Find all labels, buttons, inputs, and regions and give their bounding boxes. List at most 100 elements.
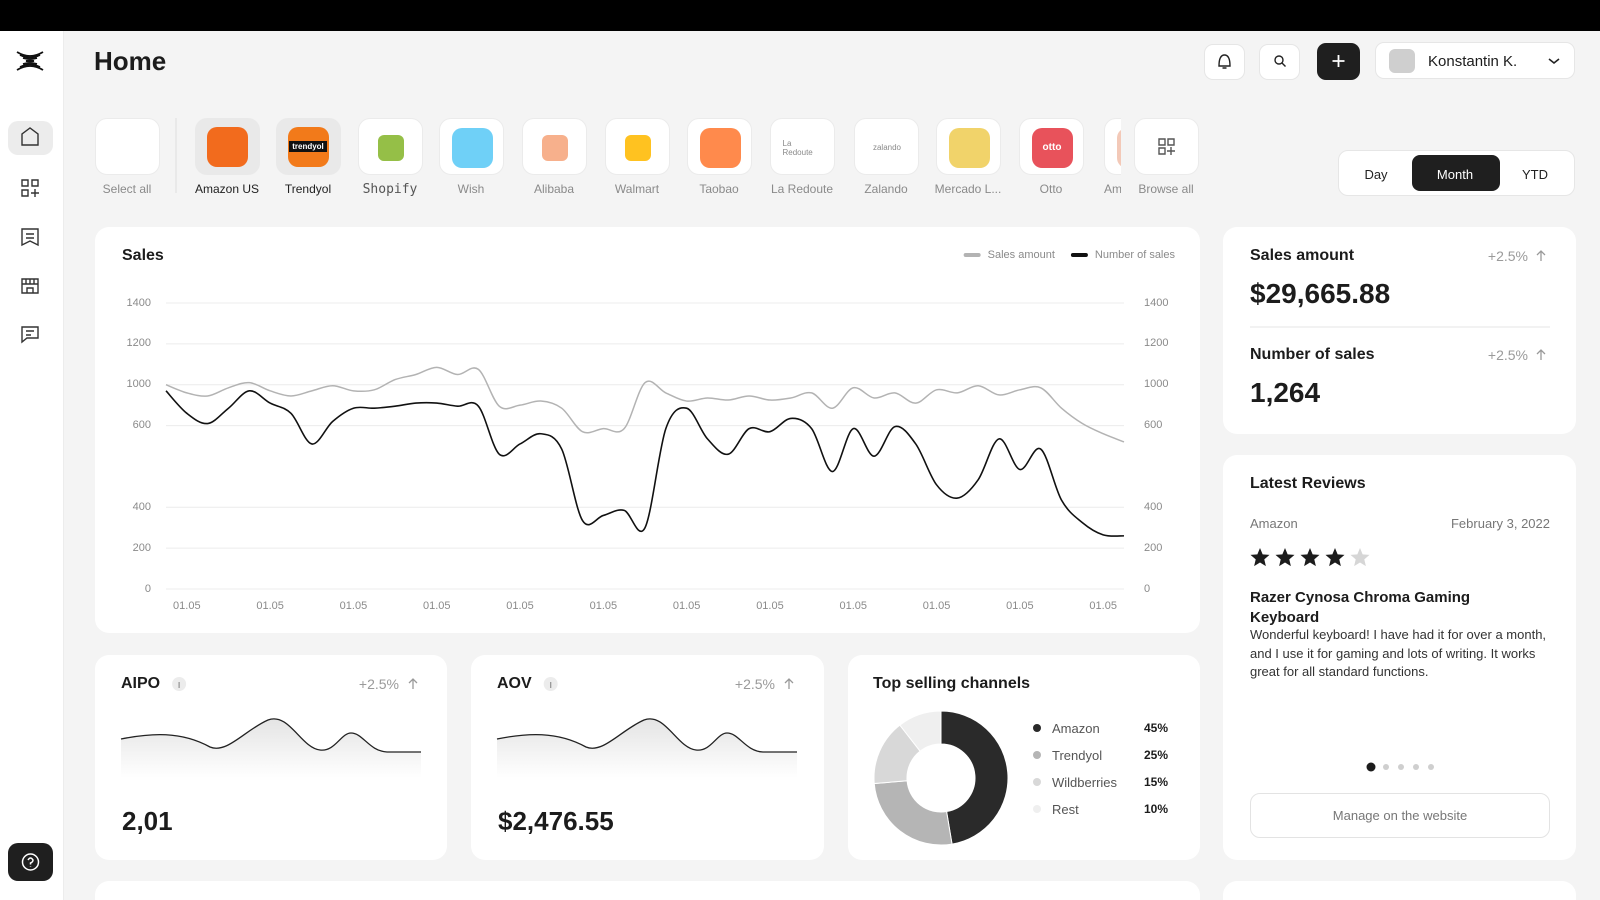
market-tile[interactable] — [935, 118, 1001, 175]
period-option: YTD — [1522, 166, 1548, 182]
market-logo — [371, 128, 412, 168]
sales-card — [95, 227, 1200, 633]
browse-label: Browse all — [1138, 182, 1194, 196]
x-tick-label: 01.05 — [1089, 599, 1117, 612]
y-tick-label: 1400 — [126, 296, 151, 309]
x-tick-label: 01.05 — [1006, 599, 1034, 612]
market-tile[interactable]: otto — [1018, 118, 1084, 175]
manage-button[interactable]: Manage on the website — [1250, 793, 1550, 838]
y-tick-label: 400 — [132, 500, 151, 513]
add-button[interactable] — [1317, 43, 1360, 80]
market-tile[interactable]: trendyol — [275, 118, 341, 175]
browse-tile[interactable] — [1133, 118, 1199, 175]
market-logo: trendyol — [287, 126, 329, 167]
market-tile[interactable]: zalando — [853, 118, 919, 175]
chart-title: Sales — [122, 247, 164, 264]
x-tick-label: 01.05 — [839, 599, 868, 612]
kpi-label: Number of sales — [1250, 346, 1375, 363]
y2-tick-label: 1400 — [1144, 296, 1169, 309]
nav-home-active[interactable] — [8, 121, 53, 155]
channels-title: Top selling channels — [873, 675, 1031, 692]
logo-shape — [625, 134, 651, 161]
kpi-change: +2.5% — [1487, 347, 1528, 363]
market-logo: otto — [1031, 127, 1073, 168]
logo-shape — [378, 134, 404, 161]
metric-change: +2.5% — [358, 676, 399, 692]
market-logo — [699, 127, 741, 168]
y2-tick-label: 1200 — [1144, 337, 1169, 350]
avatar — [1389, 49, 1415, 73]
y-tick-label: 600 — [132, 419, 151, 432]
market-label: Taobao — [699, 182, 739, 196]
legend-label: Number of sales — [1094, 248, 1175, 261]
x-tick-label: 01.05 — [506, 599, 534, 612]
channel-share: 45% — [1143, 721, 1168, 735]
y2-tick-label: 400 — [1144, 500, 1163, 513]
market-tile[interactable]: La Redoute — [769, 118, 835, 175]
channel-share: 25% — [1143, 748, 1168, 762]
period-active[interactable] — [1412, 155, 1500, 191]
channel-name: Wildberries — [1052, 774, 1118, 790]
logo-shape — [542, 134, 568, 161]
help-button[interactable] — [8, 843, 53, 881]
market-logo — [451, 127, 493, 168]
x-tick-label: 01.05 — [256, 599, 284, 612]
market-label: Zalando — [864, 182, 908, 196]
market-tile[interactable] — [686, 118, 752, 175]
kpi-label: Sales amount — [1250, 247, 1355, 264]
x-tick-label: 01.05 — [756, 599, 784, 612]
y2-tick-label: 200 — [1144, 541, 1163, 554]
market-tile[interactable] — [438, 118, 504, 175]
market-logo — [535, 128, 576, 168]
y-tick-label: 0 — [144, 582, 151, 595]
channel-share: 15% — [1143, 775, 1168, 789]
channel-name: Amazon — [1052, 720, 1100, 736]
logo-text: La Redoute — [782, 138, 813, 157]
top-bar — [0, 0, 1600, 31]
channel-share: 10% — [1143, 802, 1168, 816]
market-tile[interactable] — [94, 118, 160, 175]
market-label: La Redoute — [770, 182, 834, 196]
kpi-change: +2.5% — [1487, 248, 1528, 264]
review-date: February 3, 2022 — [1450, 515, 1550, 531]
y2-tick-label: 1000 — [1144, 378, 1169, 391]
bottom-card — [95, 881, 1200, 900]
search-button[interactable] — [1259, 44, 1300, 80]
metric-title: AIPO — [121, 675, 161, 692]
reviews-card — [1223, 455, 1576, 860]
market-tile[interactable] — [357, 118, 423, 175]
logo-text: trendyol — [289, 141, 327, 152]
market-label: Otto — [1039, 182, 1063, 196]
market-logo — [206, 126, 248, 167]
metric-value: $2,476.55 — [498, 806, 614, 836]
market-tile[interactable] — [194, 118, 260, 175]
logo-text: zalando — [872, 143, 902, 152]
market-logo — [948, 127, 990, 168]
metric-change: +2.5% — [734, 676, 775, 692]
metric-title: AOV — [497, 675, 532, 692]
period-option: Day — [1364, 166, 1388, 182]
market-logo — [108, 128, 149, 168]
market-logo: La Redoute — [783, 128, 824, 168]
market-label: Select all — [102, 182, 152, 196]
market-label: Am — [1104, 182, 1121, 196]
kpi-value: $29,665.88 — [1250, 278, 1391, 309]
market-tile[interactable] — [521, 118, 587, 175]
market-tile[interactable] — [604, 118, 670, 175]
review-product: Razer Cynosa Chroma Gaming Keyboard — [1250, 589, 1471, 626]
bottom-card — [1223, 881, 1576, 900]
x-tick-label: 01.05 — [672, 599, 701, 612]
x-tick-label: 01.05 — [173, 599, 201, 612]
user-name: Konstantin K. — [1428, 53, 1518, 70]
market-strip: Select all Amazon US trendyol Trendyol Shopi… — [88, 112, 1121, 202]
market-tile[interactable] — [1103, 118, 1121, 175]
x-tick-label: 01.05 — [422, 599, 451, 612]
market-label: Alibaba — [533, 182, 575, 196]
sidebar — [0, 31, 64, 900]
market-label: Walmart — [614, 182, 660, 196]
bell-button[interactable] — [1204, 44, 1245, 80]
y-tick-label: 1200 — [126, 337, 151, 350]
